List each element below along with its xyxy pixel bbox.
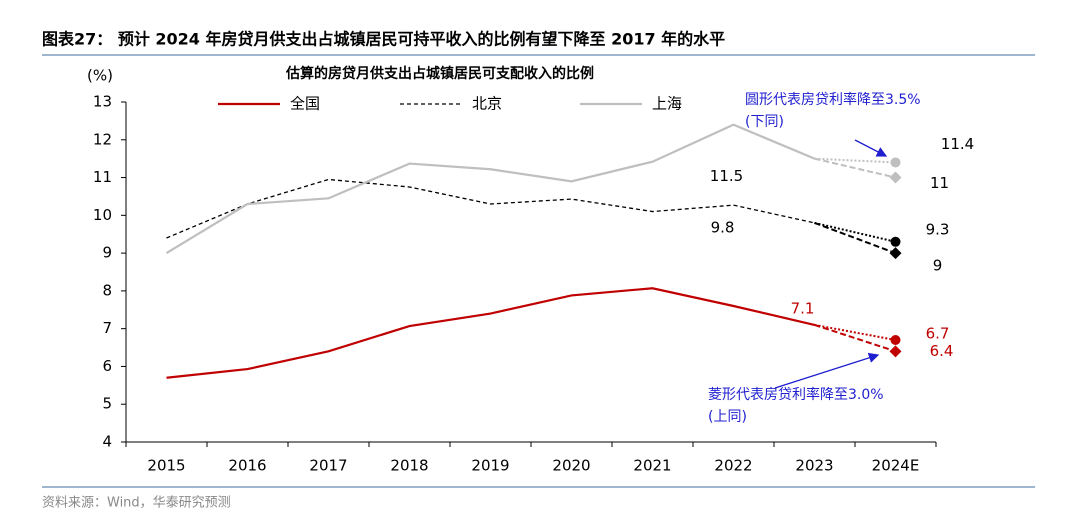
data-label: 9.8 <box>711 218 735 236</box>
data-label: 11.5 <box>710 167 743 185</box>
projection-line <box>814 157 896 164</box>
x-tick-label: 2015 <box>147 457 185 475</box>
data-label: 9 <box>933 257 943 275</box>
annotation: 圆形代表房贷利率降至3.5% <box>745 91 921 108</box>
y-tick-label: 5 <box>102 395 112 413</box>
y-axis-label: (%) <box>87 67 113 85</box>
series-line <box>166 178 815 239</box>
chart-title: 图表27： 预计 2024 年房贷月供支出占城镇居民可持平收入的比例有望下降至 … <box>42 30 725 49</box>
projection-line <box>814 221 896 255</box>
annotation: (上同) <box>708 409 747 425</box>
x-tick-label: 2021 <box>633 457 671 475</box>
annotation: (下同) <box>745 114 784 130</box>
y-tick-label: 7 <box>102 319 112 337</box>
x-tick-label: 2020 <box>552 457 590 475</box>
y-tick-label: 6 <box>102 357 112 375</box>
data-label: 6.7 <box>926 325 950 343</box>
y-tick-label: 4 <box>102 433 112 451</box>
arrow <box>854 139 888 157</box>
data-label: 6.4 <box>930 342 954 360</box>
legend-label: 北京 <box>472 95 502 113</box>
diamond-marker <box>889 345 902 358</box>
circle-marker <box>890 157 901 168</box>
data-label: 11 <box>930 174 949 192</box>
x-tick-label: 2024E <box>872 457 920 475</box>
data-label: 7.1 <box>791 299 815 317</box>
x-tick-label: 2019 <box>471 457 509 475</box>
projection-line <box>814 323 896 341</box>
projection-line <box>814 323 896 353</box>
series-line <box>165 123 815 255</box>
data-label: 11.4 <box>941 135 974 153</box>
x-tick-label: 2023 <box>795 457 833 475</box>
projection-line <box>814 221 896 243</box>
diamond-marker <box>889 171 902 184</box>
data-label: 9.3 <box>926 220 950 238</box>
y-tick-label: 12 <box>93 130 112 148</box>
projection-line <box>814 157 896 179</box>
annotation: 菱形代表房贷利率降至3.0% <box>708 386 884 403</box>
arrow <box>774 352 880 389</box>
legend-label: 上海 <box>652 95 682 113</box>
x-tick-label: 2022 <box>714 457 752 475</box>
circle-marker <box>890 335 901 345</box>
y-tick-label: 11 <box>93 168 112 186</box>
diamond-marker <box>889 247 902 260</box>
x-tick-label: 2017 <box>309 457 347 475</box>
x-tick-label: 2018 <box>390 457 428 475</box>
y-tick-label: 8 <box>102 281 112 299</box>
circle-marker <box>890 236 901 247</box>
y-tick-label: 13 <box>93 93 112 111</box>
y-tick-label: 9 <box>102 244 112 262</box>
series-line <box>166 287 815 379</box>
legend-label: 全国 <box>290 95 320 113</box>
x-tick-label: 2016 <box>228 457 266 475</box>
y-tick-label: 10 <box>93 206 112 224</box>
chart-subtitle: 估算的房贷月供支出占城镇居民可支配收入的比例 <box>285 65 594 82</box>
source: 资料来源：Wind，华泰研究预测 <box>42 496 231 511</box>
